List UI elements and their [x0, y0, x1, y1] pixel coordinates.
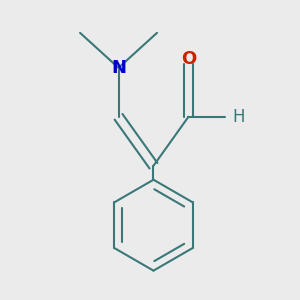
Text: N: N [111, 59, 126, 77]
Text: O: O [181, 50, 196, 68]
Text: H: H [232, 108, 245, 126]
